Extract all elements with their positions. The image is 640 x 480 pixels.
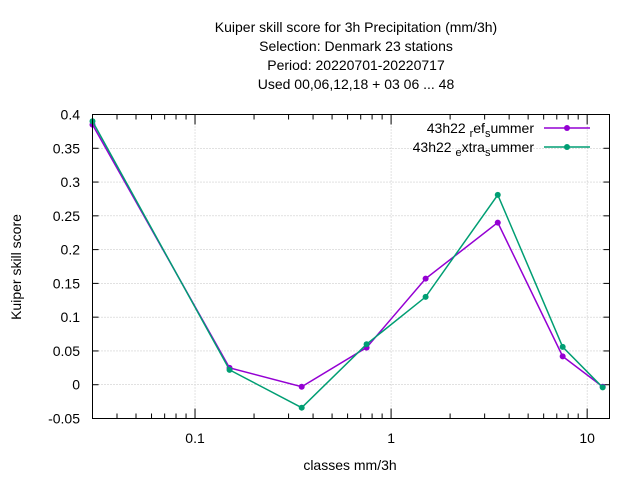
- series-point: [298, 404, 305, 411]
- y-tick-label: 0.3: [61, 174, 81, 190]
- y-tick-label: 0.1: [61, 309, 81, 325]
- series-point: [363, 341, 370, 348]
- title-line-2: Selection: Denmark 23 stations: [259, 38, 453, 54]
- y-tick-label: 0.4: [61, 107, 81, 123]
- x-tick-label: 1: [387, 430, 395, 446]
- legend-label: 43h22 extrasummer: [413, 139, 535, 159]
- series-point: [494, 191, 501, 198]
- x-tick-labels: 0.1 1 10: [185, 430, 595, 446]
- plot-frame: [92, 114, 610, 419]
- legend-label-part: 43h22: [427, 120, 470, 136]
- series-point: [494, 219, 501, 226]
- series-line: [91, 124, 604, 388]
- y-tick-labels: 0.4 0.35 0.3 0.25 0.2 0.15 0.1 0.05 0 -0.05: [48, 107, 80, 427]
- x-tick-label: 10: [579, 430, 595, 446]
- legend-label-part: r: [470, 128, 474, 140]
- legend-label-part: xtra: [462, 139, 486, 155]
- series-point: [559, 353, 566, 360]
- title-line-4: Used 00,06,12,18 + 03 06 ... 48: [258, 76, 455, 92]
- series-point: [422, 293, 429, 300]
- y-tick-label: 0: [72, 377, 80, 393]
- series-point: [422, 275, 429, 282]
- legend-item-1: 43h22 refsummer: [427, 120, 590, 140]
- series-point: [226, 366, 233, 373]
- y-tick-label: 0.15: [53, 275, 80, 291]
- y-tick-label: 0.2: [61, 242, 81, 258]
- x-tick-label: 0.1: [185, 430, 205, 446]
- series-line: [91, 120, 604, 409]
- legend-label-part: ummer: [490, 120, 534, 136]
- title-line-1: Kuiper skill score for 3h Precipitation …: [215, 19, 497, 35]
- series-point: [559, 343, 566, 350]
- y-axis-label: Kuiper skill score: [8, 214, 24, 320]
- legend-label-part: e: [455, 147, 461, 159]
- y-tick-label: -0.05: [48, 411, 80, 427]
- x-axis-label: classes mm/3h: [303, 457, 396, 473]
- legend-label-part: s: [485, 128, 491, 140]
- series-2: [89, 118, 606, 411]
- legend-swatch-point: [564, 125, 570, 131]
- legend-item-2: 43h22 extrasummer: [413, 139, 590, 159]
- legend-label-part: ef: [473, 120, 485, 136]
- title-line-3: Period: 20220701-20220717: [267, 57, 445, 73]
- chart-title: Kuiper skill score for 3h Precipitation …: [215, 19, 497, 92]
- y-tick-label: 0.25: [53, 208, 80, 224]
- y-tick-label: 0.35: [53, 140, 80, 156]
- legend-swatch-point: [564, 144, 570, 150]
- legend-label-part: 43h22: [413, 139, 456, 155]
- series-point: [298, 383, 305, 390]
- y-tick-label: 0.05: [53, 343, 80, 359]
- series-point: [599, 384, 606, 391]
- legend-label: 43h22 refsummer: [427, 120, 535, 140]
- legend-label-part: s: [485, 147, 491, 159]
- legend-label-part: ummer: [490, 139, 534, 155]
